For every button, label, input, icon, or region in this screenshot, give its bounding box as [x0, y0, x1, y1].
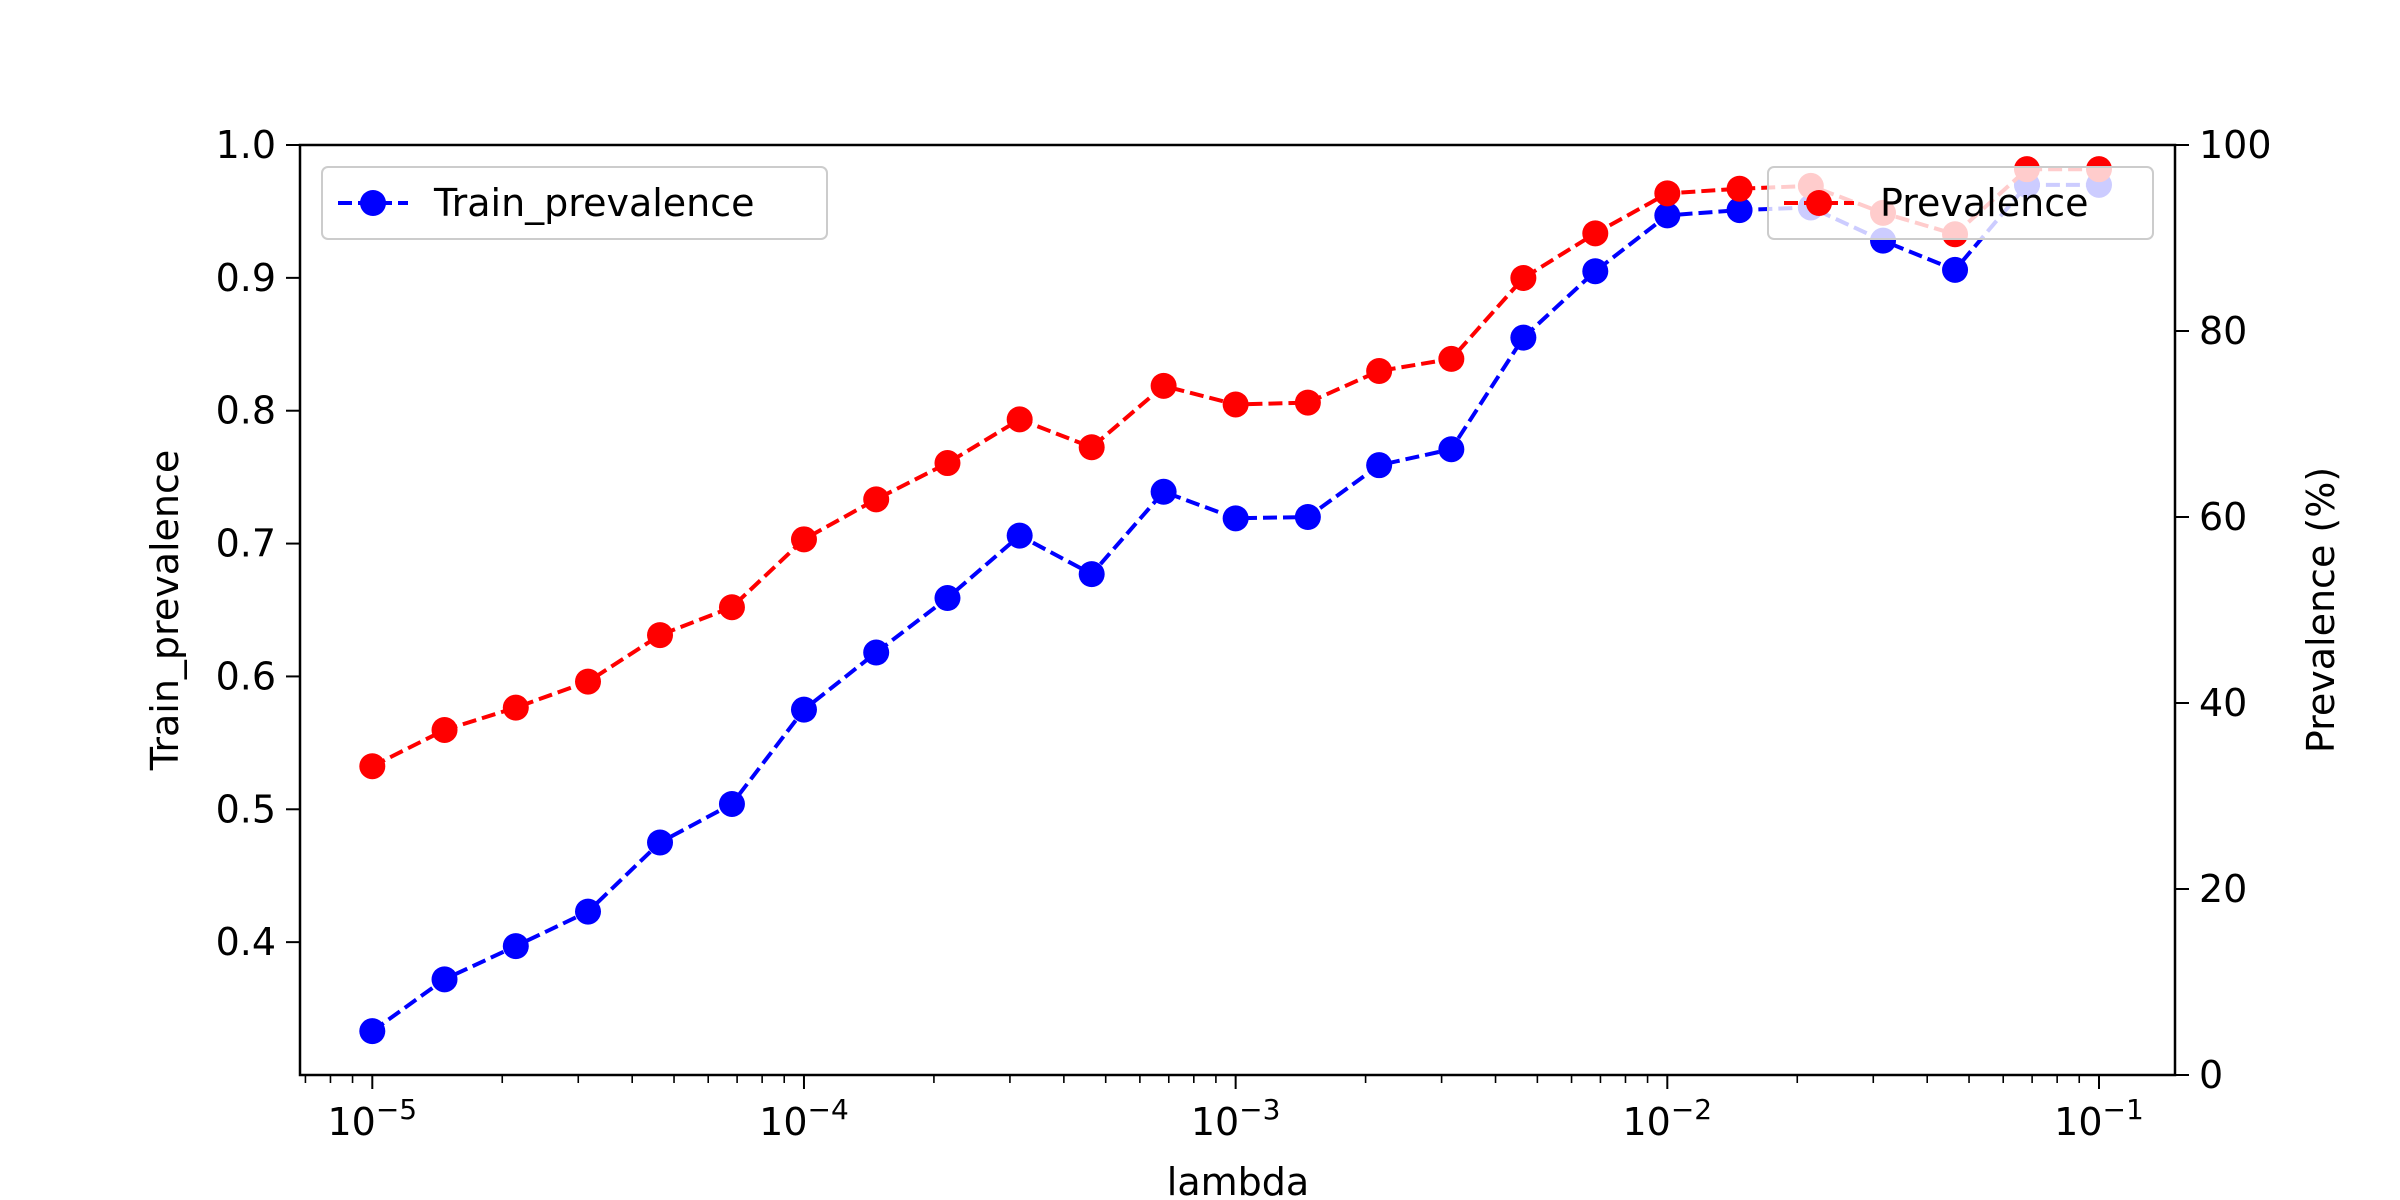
data-point-train-prevalence — [359, 1018, 386, 1045]
data-point-train-prevalence — [575, 898, 602, 925]
data-point-prevalence — [1006, 406, 1033, 433]
data-point-train-prevalence — [718, 790, 745, 817]
y-right-tick-label: 100 — [2199, 123, 2272, 167]
data-point-train-prevalence — [1510, 324, 1537, 351]
data-point-train-prevalence — [1366, 452, 1393, 479]
legend-label: Prevalence — [1880, 181, 2088, 225]
data-point-train-prevalence — [431, 966, 458, 993]
legend-prevalence: Prevalence — [1767, 166, 2154, 240]
data-point-prevalence — [647, 622, 674, 649]
data-point-train-prevalence — [502, 933, 529, 960]
x-tick-label: 10−2 — [1622, 1093, 1712, 1144]
y-right-tick-label: 40 — [2199, 681, 2247, 725]
y-right-tick-label: 60 — [2199, 495, 2247, 539]
y-left-tick-label: 0.6 — [216, 654, 276, 698]
data-point-train-prevalence — [1078, 561, 1105, 588]
data-point-prevalence — [1222, 391, 1249, 418]
data-point-train-prevalence — [863, 639, 890, 666]
data-point-prevalence — [1510, 264, 1537, 291]
data-point-prevalence — [1438, 345, 1465, 372]
data-point-prevalence — [1654, 180, 1681, 207]
y-axis-label-right: Prevalence (%) — [2299, 467, 2343, 753]
data-point-train-prevalence — [1006, 522, 1033, 549]
y-right-tick-label: 0 — [2199, 1053, 2223, 1097]
data-point-train-prevalence — [1222, 505, 1249, 532]
data-point-train-prevalence — [647, 829, 674, 856]
data-point-train-prevalence — [1150, 478, 1177, 505]
data-point-train-prevalence — [1726, 197, 1753, 224]
x-tick-label: 10−3 — [1191, 1093, 1281, 1144]
data-point-prevalence — [1366, 357, 1393, 384]
y-left-tick-label: 0.9 — [216, 256, 276, 300]
x-tick-label: 10−5 — [327, 1093, 417, 1144]
data-point-train-prevalence — [1942, 256, 1969, 283]
plot-frame — [298, 143, 2177, 1077]
data-point-train-prevalence — [1294, 504, 1321, 530]
data-point-train-prevalence — [934, 585, 961, 612]
data-point-prevalence — [359, 753, 386, 780]
data-point-prevalence — [1078, 434, 1105, 461]
x-tick-label: 10−4 — [759, 1093, 849, 1144]
x-axis-label: lambda — [1167, 1160, 1309, 1200]
axes-layer: 10−5 10−4 10−3 10−2 10−1 0.4 0.5 0.6 0.7 0.8 0.9 1.… — [216, 123, 2272, 1144]
legend-box — [1767, 166, 2154, 240]
data-point-prevalence — [1726, 175, 1753, 202]
y-right-tick-label: 20 — [2199, 867, 2247, 911]
data-point-prevalence — [863, 486, 890, 513]
data-point-prevalence — [1294, 389, 1321, 416]
y-right-tick-label: 80 — [2199, 309, 2247, 353]
legend-label: Train_prevalence — [433, 181, 755, 225]
plot-area — [300, 145, 2175, 1075]
data-point-train-prevalence — [1654, 202, 1681, 229]
y-left-tick-label: 0.8 — [216, 389, 276, 433]
legend-marker — [360, 190, 386, 216]
data-point-prevalence — [1150, 372, 1177, 399]
data-point-prevalence — [431, 716, 458, 743]
x-tick-label: 10−1 — [2054, 1093, 2144, 1144]
data-point-train-prevalence — [1582, 258, 1609, 285]
data-point-prevalence — [502, 694, 529, 721]
legend-box — [321, 166, 828, 240]
data-point-prevalence — [575, 668, 602, 695]
data-point-prevalence — [1582, 220, 1609, 247]
data-point-train-prevalence — [1438, 436, 1465, 463]
y-left-tick-label: 0.5 — [216, 787, 276, 831]
data-point-prevalence — [718, 594, 745, 621]
legend-marker — [1806, 190, 1832, 216]
data-point-prevalence — [934, 450, 961, 477]
y-left-tick-label: 1.0 — [216, 123, 276, 167]
data-point-train-prevalence — [790, 696, 817, 723]
legend-train-prevalence: Train_prevalence — [321, 166, 828, 240]
y-left-tick-label: 0.7 — [216, 522, 276, 566]
y-axis-label-left: Train_prevalence — [143, 450, 187, 772]
data-point-prevalence — [790, 526, 817, 553]
y-left-tick-label: 0.4 — [216, 920, 276, 964]
